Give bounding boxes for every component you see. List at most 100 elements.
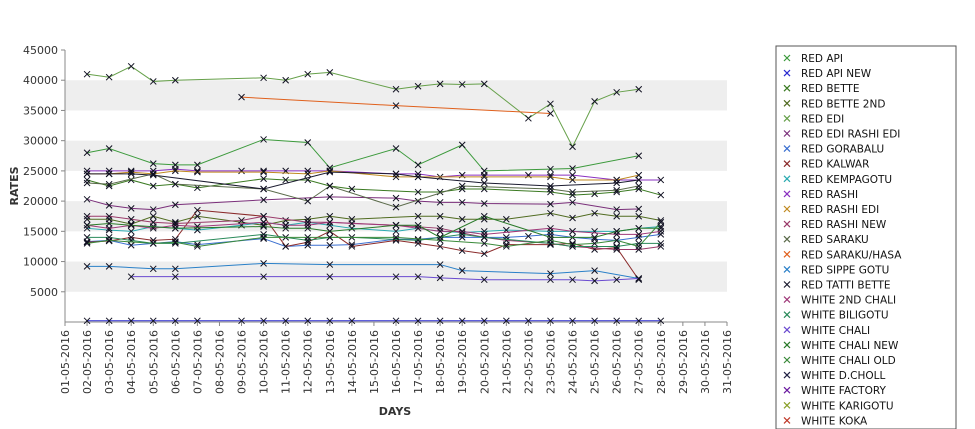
- y-tick-label: 45000: [23, 44, 58, 57]
- x-tick-label: 14-05-2016: [346, 330, 359, 394]
- data-point: [105, 212, 113, 220]
- legend-label: RED BETTE: [801, 83, 859, 95]
- data-point: [569, 165, 576, 172]
- y-tick-label: 40000: [23, 74, 58, 87]
- data-point: [613, 243, 621, 250]
- data-point: [569, 191, 576, 199]
- data-point: [194, 167, 201, 175]
- data-point: [569, 317, 576, 325]
- data-point: [458, 182, 466, 190]
- data-point: [105, 317, 113, 325]
- legend-label: RED EDI RASHI EDI: [801, 129, 900, 141]
- data-point: [392, 237, 400, 244]
- data-point: [569, 188, 576, 196]
- data-point: [635, 243, 643, 250]
- data-point: [657, 191, 665, 199]
- x-tick-label: 15-05-2016: [368, 330, 381, 394]
- y-axis-title: RATES: [8, 166, 21, 205]
- data-point: [436, 261, 444, 268]
- x-tick-label: 01-05-2016: [59, 330, 72, 394]
- data-point: [480, 212, 488, 220]
- data-point: [635, 246, 643, 253]
- legend-marker: [783, 54, 791, 62]
- data-point: [547, 270, 554, 277]
- data-point: [569, 214, 576, 222]
- data-point: [458, 198, 466, 206]
- legend-label: WHITE FACTORY: [801, 385, 886, 397]
- legend-item: RED BETTE: [783, 83, 859, 95]
- data-point: [613, 276, 621, 284]
- data-point: [105, 170, 113, 178]
- data-point: [127, 227, 135, 235]
- data-point: [547, 240, 554, 247]
- data-point: [105, 224, 113, 232]
- data-point: [282, 317, 290, 325]
- data-point: [149, 206, 157, 213]
- series-red-bette: [83, 175, 665, 199]
- x-axis: 01-05-2016 02-05-2016 03-05-2016 04-05-2016…: [59, 321, 734, 394]
- series-white-biligotu: [83, 231, 665, 250]
- data-point: [83, 224, 91, 232]
- data-point: [458, 81, 466, 88]
- legend-item: WHITE KARIGOTU: [783, 400, 894, 412]
- legend-marker: [783, 205, 791, 213]
- data-point: [436, 234, 444, 241]
- data-point: [171, 76, 179, 84]
- data-point: [171, 167, 179, 175]
- data-point: [547, 276, 554, 284]
- data-point: [149, 182, 157, 190]
- data-point: [326, 261, 334, 268]
- data-point: [547, 200, 554, 208]
- data-point: [635, 185, 643, 193]
- data-point: [326, 273, 334, 281]
- legend-marker: [783, 341, 791, 349]
- data-point: [171, 317, 179, 325]
- x-tick-label: 02-05-2016: [81, 330, 94, 394]
- x-tick-label: 26-05-2016: [611, 330, 624, 394]
- data-point: [591, 240, 598, 247]
- legend-label: RED TATTI BETTE: [801, 280, 891, 292]
- data-point: [392, 221, 400, 229]
- legend-marker: [783, 356, 791, 364]
- data-point: [83, 215, 91, 223]
- series-line: [86, 65, 639, 148]
- legend-item: WHITE 2ND CHALI: [783, 295, 896, 307]
- data-point: [436, 243, 444, 250]
- data-point: [194, 243, 201, 250]
- x-tick-label: 16-05-2016: [390, 330, 403, 394]
- data-point: [83, 317, 91, 325]
- data-point: [348, 185, 356, 193]
- data-point: [635, 224, 643, 232]
- legend-marker: [783, 220, 791, 228]
- series-red-bette-2nd: [83, 209, 665, 229]
- data-point: [436, 237, 444, 244]
- data-point: [458, 227, 466, 235]
- series-line: [87, 171, 639, 190]
- legend-marker: [783, 281, 791, 288]
- data-point: [282, 176, 290, 184]
- legend-item: RED API NEW: [783, 68, 872, 80]
- legend-marker: [783, 296, 791, 304]
- data-point: [304, 70, 312, 78]
- legend-item: WHITE KOKA: [783, 415, 868, 427]
- y-tick-label: 15000: [23, 225, 58, 238]
- legend-marker: [783, 311, 791, 319]
- legend-label: RED SIPPE GOTU: [801, 264, 889, 276]
- series-white-chali-old: [83, 218, 665, 250]
- data-point: [414, 82, 422, 90]
- x-tick-label: 28-05-2016: [655, 330, 668, 394]
- data-point: [502, 317, 510, 325]
- x-tick-label: 05-05-2016: [147, 330, 160, 394]
- x-tick-label: 12-05-2016: [302, 330, 315, 394]
- data-point: [547, 110, 554, 117]
- series-red-tatti-bette: [83, 168, 643, 193]
- data-point: [414, 161, 422, 169]
- data-point: [326, 317, 334, 325]
- data-point: [613, 237, 621, 244]
- series-line: [87, 209, 640, 280]
- legend-marker: [783, 99, 791, 107]
- y-tick-label: 10000: [23, 256, 58, 269]
- series-red-saraku: [83, 170, 643, 211]
- legend-marker: [783, 160, 791, 168]
- legend-marker: [783, 386, 791, 394]
